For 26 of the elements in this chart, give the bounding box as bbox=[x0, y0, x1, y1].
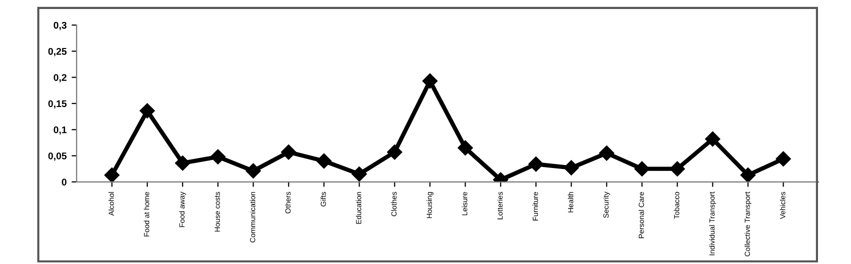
point bbox=[352, 166, 367, 182]
point bbox=[599, 146, 614, 161]
y-tick-label: 0,25 bbox=[48, 48, 67, 56]
point bbox=[705, 131, 720, 147]
point bbox=[387, 144, 402, 160]
point bbox=[246, 163, 261, 178]
point bbox=[175, 156, 190, 171]
y-tick-label: 0,3 bbox=[54, 22, 67, 30]
point bbox=[210, 149, 226, 164]
point bbox=[281, 144, 296, 160]
point bbox=[670, 161, 685, 176]
point bbox=[140, 103, 155, 118]
point bbox=[776, 151, 791, 166]
point bbox=[740, 168, 756, 182]
y-tick-label: 0,1 bbox=[54, 126, 67, 135]
y-tick-label: 0 bbox=[62, 178, 66, 186]
point bbox=[316, 153, 332, 169]
y-tick-label: 0,05 bbox=[48, 152, 67, 161]
point bbox=[528, 156, 544, 172]
point bbox=[422, 73, 438, 89]
y-tick-label: 0,15 bbox=[48, 100, 67, 109]
point bbox=[458, 140, 473, 156]
point bbox=[634, 161, 650, 176]
point bbox=[564, 160, 579, 176]
point bbox=[104, 168, 120, 182]
y-tick-label: 0,2 bbox=[54, 74, 66, 82]
